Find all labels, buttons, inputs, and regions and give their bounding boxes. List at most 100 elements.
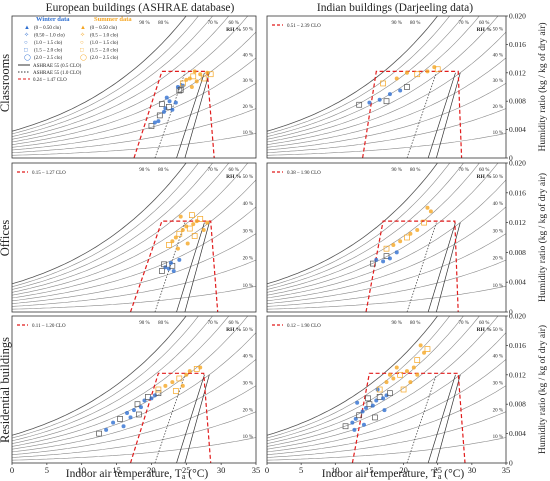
legend-winter-marker: ◯: [24, 54, 31, 61]
rh-axis-label: RH %: [477, 27, 492, 33]
data-point: [167, 99, 172, 104]
rh-axis-label: RH %: [477, 327, 492, 333]
rh-label: 80 %: [410, 321, 420, 326]
data-point: [128, 415, 133, 420]
rh-label: 40 %: [243, 355, 253, 360]
data-point: [166, 242, 172, 248]
panel-frame: [11, 315, 257, 464]
data-point: [383, 98, 390, 105]
panel-classrooms-europe: 10 % 20 % 30 % 40 % 50 % 90 % 80 % 70 % 60 %RH %: [11, 15, 257, 159]
data-point: [432, 65, 437, 70]
data-point: [121, 424, 126, 429]
rh-curve-90: [12, 16, 199, 135]
data-point: [414, 357, 421, 363]
y-tick-label: 0.012: [509, 218, 526, 227]
data-point: [369, 260, 376, 267]
rh-label: 60 %: [479, 168, 489, 173]
x-axis-label-left: Indoor air temperature, Ta (°C): [66, 468, 209, 481]
data-point: [176, 230, 183, 237]
legend-winter-label: (1.0 – 1.5 clo): [34, 41, 63, 46]
header-left: European buildings (ASHRAE database): [46, 2, 235, 14]
data-point: [404, 84, 410, 90]
legend-winter-marker: ▲: [24, 25, 30, 31]
rh-curve-80: [12, 316, 213, 442]
y-axis-label: Humidity ratio (kg / kg of dry air): [537, 325, 548, 454]
data-point: [170, 107, 175, 112]
legend-winter-label: (0.50 – 1.0 clo): [34, 34, 65, 39]
header-right: Indian buildings (Darjeeling data): [317, 2, 473, 14]
data-point: [166, 104, 172, 110]
clo-legend-label: 0.12 – 1.90 CLO: [287, 324, 321, 329]
ashrae-boundary-line: [154, 374, 186, 463]
x-axis-label-right: Indoor air temperature, Ta (°C): [322, 468, 465, 481]
rh-label: 90 %: [392, 168, 402, 173]
y-tick-label: 0.012: [509, 68, 526, 77]
rh-label: 50 %: [493, 27, 503, 32]
rh-label: 30 %: [243, 229, 253, 234]
data-point: [180, 228, 185, 233]
data-point: [387, 390, 393, 397]
data-point: [356, 101, 363, 108]
ashrae-boundary-line: [436, 222, 461, 312]
data-point: [397, 371, 404, 378]
data-point: [172, 388, 179, 394]
data-point: [197, 216, 204, 222]
rh-label: 40 %: [493, 53, 503, 58]
ashrae-boundary-line: [427, 374, 456, 463]
data-point: [370, 403, 375, 408]
x-tick-label: 30: [217, 465, 226, 475]
data-point: [356, 412, 363, 419]
saturation-curve: [267, 316, 439, 436]
data-point: [391, 242, 396, 247]
data-point: [198, 365, 203, 370]
comfort-zone-boundary: [129, 220, 219, 312]
rh-label: 80 %: [158, 21, 168, 26]
rh-curve-80: [267, 16, 464, 137]
rh-axis-label: RH %: [226, 174, 241, 180]
x-tick-label: 10: [331, 465, 340, 475]
ashrae-boundary-line: [176, 222, 205, 312]
rh-label: 70 %: [458, 168, 468, 173]
rh-axis-label: RH %: [226, 327, 241, 333]
data-point: [377, 97, 382, 102]
data-point: [350, 420, 355, 425]
data-point: [161, 109, 166, 114]
legend-line-label: 0.24 – 1.47 CLO: [33, 78, 67, 83]
rh-label: 30 %: [243, 79, 253, 84]
x-tick-label: 5: [45, 465, 49, 475]
rh-curve-30: [267, 233, 506, 304]
legend-winter-marker: ○: [24, 40, 28, 46]
rh-label: 80 %: [410, 168, 420, 173]
rh-curve-70: [12, 316, 230, 444]
saturation-curve: [12, 316, 187, 436]
data-point: [170, 380, 175, 385]
data-point: [394, 250, 399, 255]
rh-curve-50: [267, 332, 506, 450]
rh-curve-70: [267, 316, 480, 444]
data-point: [391, 376, 396, 381]
data-point: [166, 266, 171, 271]
data-point: [148, 123, 155, 129]
rh-curve-70: [267, 16, 480, 140]
legend-winter-label: (1.5 – 2.0 clo): [34, 49, 63, 54]
data-point: [387, 256, 392, 261]
panel-frame: [11, 162, 257, 313]
rh-curve-20: [267, 108, 506, 153]
data-point: [424, 346, 431, 352]
data-point: [380, 80, 386, 87]
rh-label: 50 %: [493, 175, 503, 180]
panel-offices-india: 10 % 20 % 30 % 40 % 50 % 90 % 80 % 70 % 60 %RH %…: [266, 159, 526, 317]
ashrae-boundary-line: [406, 374, 437, 463]
ashrae-boundary-line: [176, 374, 205, 463]
data-point: [149, 396, 154, 401]
data-point: [383, 253, 390, 259]
data-point: [171, 269, 176, 274]
saturation-curve: [267, 16, 439, 132]
y-axis-label: Humidity ratio (kg / kg of dry air): [537, 173, 548, 302]
data-point: [184, 77, 189, 82]
rh-curve-10: [267, 133, 506, 156]
comfort-zone-boundary: [362, 70, 463, 158]
data-point: [111, 420, 116, 425]
rh-curve-70: [12, 163, 230, 293]
